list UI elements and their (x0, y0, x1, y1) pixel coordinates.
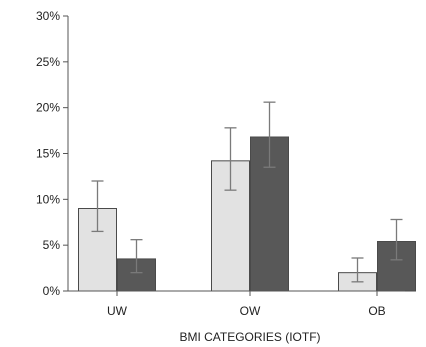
y-tick-label: 5% (43, 238, 61, 252)
x-tick-label: UW (107, 304, 128, 318)
y-tick-label: 15% (36, 147, 60, 161)
error-bars-layer (91, 101, 403, 283)
y-tick-label: 10% (36, 192, 60, 206)
x-tick-label: OB (368, 304, 385, 318)
x-axis-title: BMI CATEGORIES (IOTF) (179, 330, 320, 344)
bars-layer (78, 136, 416, 292)
y-tick-label: 0% (43, 284, 61, 298)
y-tick-label: 25% (36, 55, 60, 69)
x-tick-label: OW (240, 304, 261, 318)
y-tick-label: 30% (36, 9, 60, 23)
x-ticks-layer: UW OW OB (107, 291, 386, 318)
y-tick-label: 20% (36, 101, 60, 115)
y-ticks-layer: 0% 5% 10% 15% 20% 25% 30% (36, 9, 68, 298)
